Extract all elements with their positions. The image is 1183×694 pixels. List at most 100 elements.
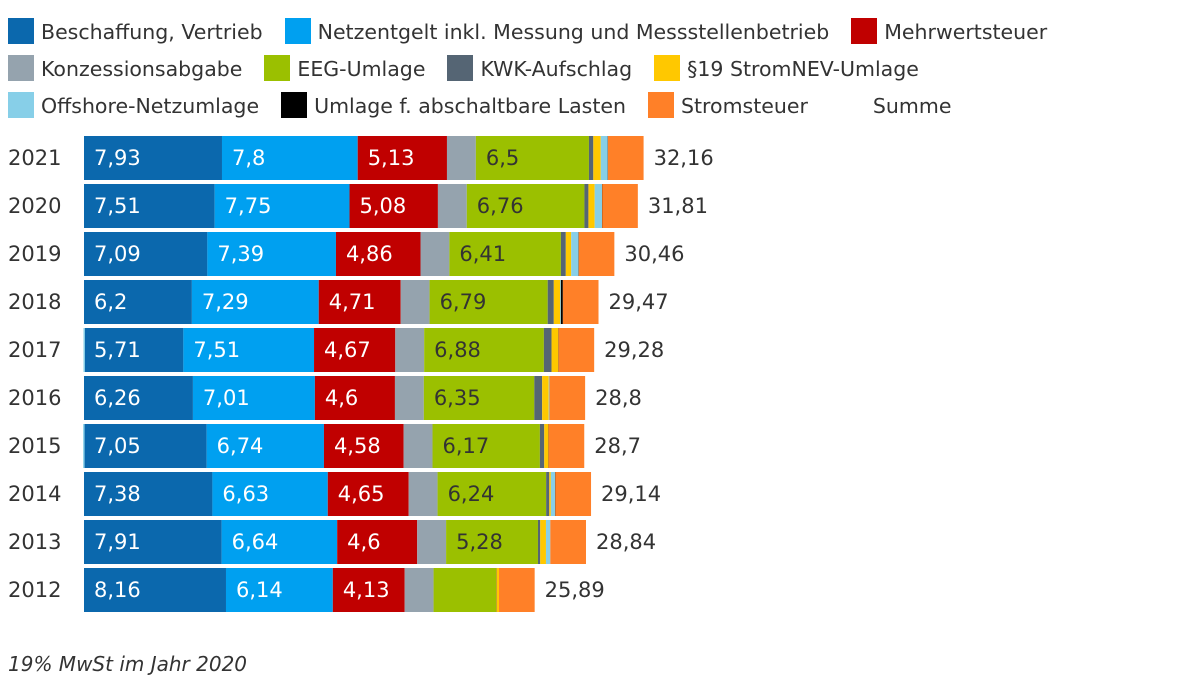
bar-segment <box>84 376 193 420</box>
bar-segment <box>221 520 338 564</box>
year-label: 2020 <box>8 194 61 218</box>
bar-segment <box>395 328 425 372</box>
legend-label: Offshore-Netzumlage <box>41 94 260 118</box>
bar-segment <box>429 280 548 324</box>
data-label: 6,5 <box>486 146 519 170</box>
data-label: 7,51 <box>193 338 240 362</box>
legend-label: §19 StromNEV-Umlage <box>687 57 919 81</box>
bar-segment <box>571 232 579 276</box>
bar-segment <box>191 280 319 324</box>
data-label: 6,64 <box>232 530 279 554</box>
legend-item[interactable]: EEG-Umlage <box>264 51 425 88</box>
bar-segment <box>318 280 401 324</box>
total-label: 25,89 <box>545 578 605 602</box>
legend-swatch <box>8 55 34 81</box>
legend-item[interactable]: §19 StromNEV-Umlage <box>654 51 919 88</box>
data-label: 6,14 <box>236 578 283 602</box>
bar-segment <box>221 136 358 180</box>
bar-segment <box>84 328 184 372</box>
bar-segment <box>84 568 226 612</box>
data-label: 6,17 <box>443 434 490 458</box>
bar-segment <box>183 328 315 372</box>
bar-segment <box>437 184 467 228</box>
data-label: 7,39 <box>217 242 264 266</box>
data-label: 6,26 <box>94 386 141 410</box>
bar-segment <box>548 424 585 468</box>
bar-segment <box>400 280 430 324</box>
data-label: 4,71 <box>329 290 376 314</box>
data-label: 4,65 <box>338 482 385 506</box>
legend-item[interactable]: Umlage f. abschaltbare Lasten <box>281 88 626 125</box>
bar-segment <box>212 472 328 516</box>
bar-segment <box>337 520 418 564</box>
bar-segment <box>549 472 551 516</box>
bar-segment <box>335 232 421 276</box>
legend-swatch <box>8 18 34 44</box>
legend-item[interactable]: Netzentgelt inkl. Messung und Messstelle… <box>284 14 830 51</box>
bar-segment <box>498 568 535 612</box>
bar-segment <box>446 520 538 564</box>
bar-segment <box>549 376 586 420</box>
total-label: 29,14 <box>601 482 661 506</box>
data-label: 7,05 <box>94 434 141 458</box>
year-label: 2021 <box>8 146 61 170</box>
bar-segment <box>496 568 499 612</box>
data-label: 6,2 <box>94 290 127 314</box>
bar-segment <box>323 424 404 468</box>
data-label: 5,71 <box>94 338 141 362</box>
bar-segment <box>423 376 535 420</box>
data-label: 4,67 <box>324 338 371 362</box>
data-label: 4,58 <box>334 434 381 458</box>
legend-item[interactable]: Beschaffung, Vertrieb <box>8 14 263 51</box>
bar-segment <box>84 472 213 516</box>
bar-segment <box>404 568 434 612</box>
bar-segment <box>424 328 544 372</box>
legend-item[interactable]: Konzessionsabgabe <box>8 51 242 88</box>
bar-segment <box>475 136 589 180</box>
bar-segment <box>562 280 599 324</box>
bar-segment <box>540 520 546 564</box>
bar-segment <box>539 424 545 468</box>
data-label: 7,8 <box>232 146 265 170</box>
bar-segment <box>584 184 589 228</box>
legend-label: Netzentgelt inkl. Messung und Messstelle… <box>317 20 830 44</box>
data-label: 4,86 <box>346 242 393 266</box>
total-label: 28,7 <box>594 434 641 458</box>
total-label: 29,28 <box>604 338 664 362</box>
legend-label: KWK-Aufschlag <box>480 57 633 81</box>
data-label: 7,51 <box>94 194 141 218</box>
total-label: 32,16 <box>654 146 714 170</box>
bar-segment <box>542 376 549 420</box>
bar-segment <box>420 232 450 276</box>
data-label: 6,76 <box>477 194 524 218</box>
bar-segment <box>84 232 208 276</box>
legend-item[interactable]: Stromsteuer <box>648 88 808 125</box>
bar-segment <box>84 280 192 324</box>
bar-segment <box>357 136 447 180</box>
bar-segment <box>547 280 554 324</box>
data-label: 6,35 <box>434 386 481 410</box>
bar-segment <box>84 520 222 564</box>
data-label: 6,79 <box>440 290 487 314</box>
bar-segment <box>545 520 551 564</box>
bar-segment <box>408 472 438 516</box>
bar-segment <box>588 136 594 180</box>
bar-segment <box>558 328 595 372</box>
data-label: 8,16 <box>94 578 141 602</box>
bar-segment <box>314 328 396 372</box>
year-label: 2018 <box>8 290 61 314</box>
data-label: 4,6 <box>347 530 380 554</box>
legend-swatch <box>851 18 878 44</box>
bar-segment <box>437 472 547 516</box>
legend-item[interactable]: Offshore-Netzumlage <box>8 88 259 125</box>
data-label: 7,38 <box>94 482 141 506</box>
legend-item[interactable]: KWK-Aufschlag <box>447 51 632 88</box>
bar-segment <box>594 184 602 228</box>
year-label: 2013 <box>8 530 61 554</box>
legend-item[interactable]: Mehrwertsteuer <box>851 14 1047 51</box>
bar-segment <box>551 328 559 372</box>
legend-swatch <box>264 55 291 81</box>
year-label: 2019 <box>8 242 61 266</box>
